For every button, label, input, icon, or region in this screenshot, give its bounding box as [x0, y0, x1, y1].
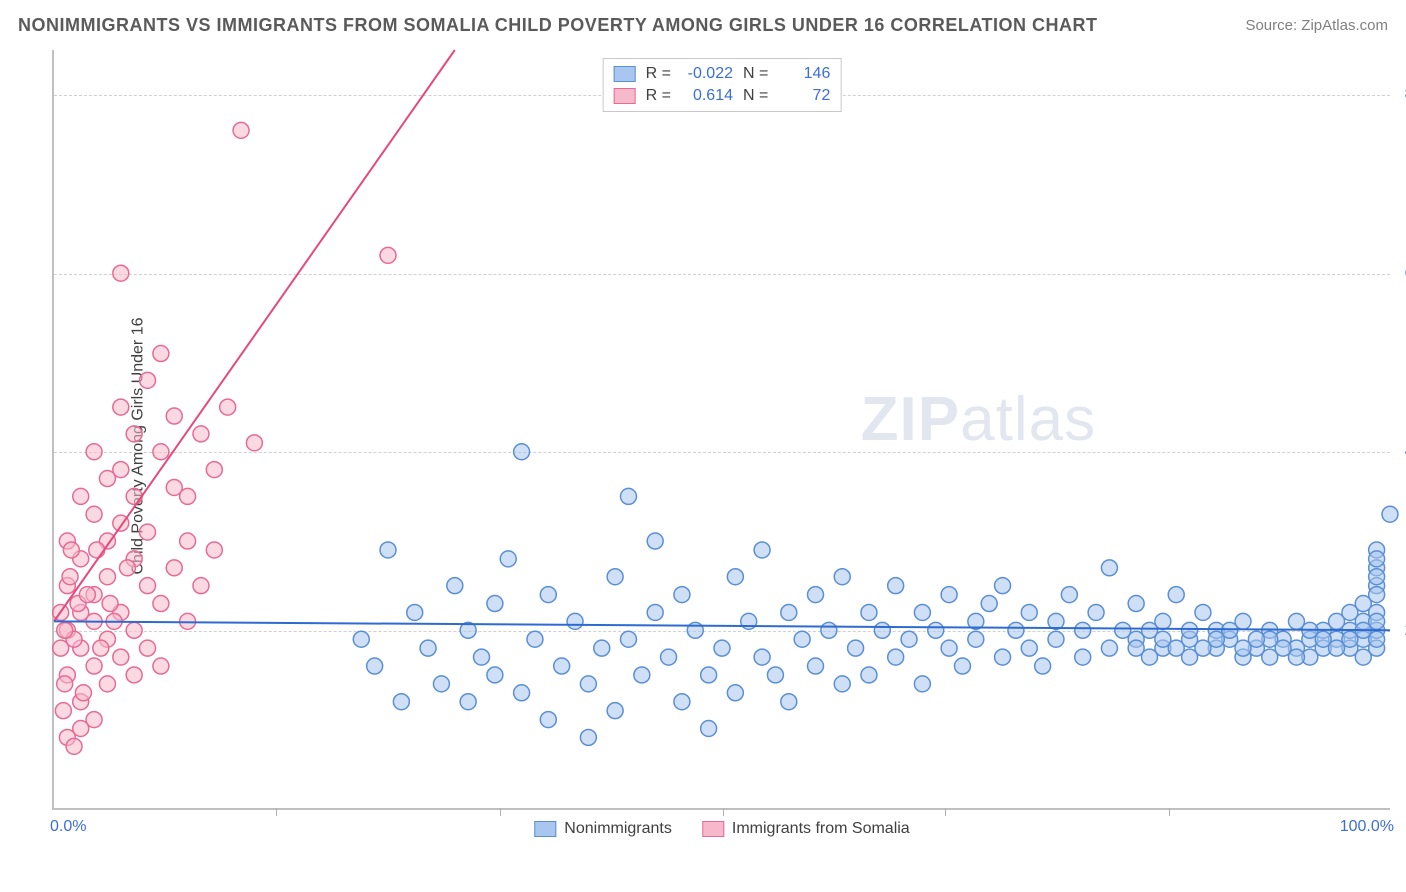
x-tick-min: 0.0% [50, 818, 86, 836]
swatch-pink [614, 88, 636, 104]
x-tick-max: 100.0% [1340, 818, 1394, 836]
swatch-blue-icon [534, 821, 556, 837]
legend-label-blue: Nonimmigrants [564, 820, 672, 838]
legend-label-pink: Immigrants from Somalia [732, 820, 910, 838]
scatter-svg [54, 50, 1390, 809]
source-attribution: Source: ZipAtlas.com [1245, 17, 1388, 34]
series-legend: Nonimmigrants Immigrants from Somalia [534, 820, 909, 838]
plot-area: ZIPatlas R = -0.022 N = 146 R = 0.614 N … [52, 50, 1390, 810]
swatch-pink-icon [702, 821, 724, 837]
correlation-legend: R = -0.022 N = 146 R = 0.614 N = 72 [603, 58, 842, 112]
swatch-blue [614, 66, 636, 82]
chart-title: NONIMMIGRANTS VS IMMIGRANTS FROM SOMALIA… [18, 15, 1098, 36]
